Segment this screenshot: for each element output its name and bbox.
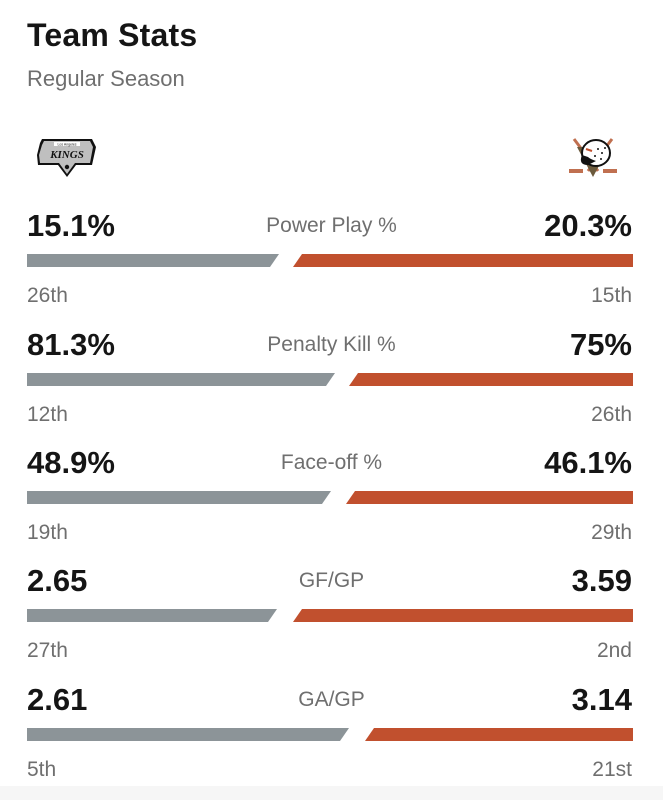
stat-label: Face-off % — [280, 451, 383, 474]
stat-label: Power Play % — [266, 214, 397, 237]
right-rank: 26th — [591, 403, 632, 426]
right-bar — [293, 609, 633, 622]
comparison-bar — [27, 609, 633, 622]
left-rank: 26th — [27, 284, 68, 307]
left-value: 15.1% — [27, 208, 115, 243]
right-value: 3.59 — [571, 563, 632, 598]
kings-shield-icon: Los Angeles KINGS — [37, 139, 96, 177]
right-bar — [349, 373, 633, 386]
left-rank: 5th — [27, 758, 57, 781]
comparison-bar — [27, 491, 633, 504]
left-bar — [27, 254, 279, 267]
left-value: 2.65 — [27, 563, 88, 598]
right-rank: 2nd — [596, 639, 632, 662]
right-value: 75% — [569, 327, 632, 362]
page-title: Team Stats — [27, 17, 198, 53]
duck-mask-icon — [569, 138, 617, 177]
svg-text:KINGS: KINGS — [49, 149, 84, 161]
right-bar — [293, 254, 633, 267]
left-rank: 27th — [27, 639, 68, 662]
stat-label: GA/GP — [298, 688, 365, 711]
right-value: 20.3% — [544, 208, 632, 243]
left-value: 48.9% — [27, 445, 115, 480]
comparison-bar — [27, 254, 633, 267]
stat-row-faceoff: 48.9% Face-off % 46.1% 19th 29th — [0, 445, 663, 563]
svg-text:Los Angeles: Los Angeles — [57, 143, 76, 147]
stat-row-penalty-kill: 81.3% Penalty Kill % 75% 12th 26th — [0, 327, 663, 445]
left-value: 81.3% — [27, 327, 115, 362]
left-bar — [27, 609, 277, 622]
bottom-divider — [0, 786, 663, 800]
right-value: 3.14 — [571, 682, 632, 717]
left-rank: 12th — [27, 403, 68, 426]
comparison-bar — [27, 728, 633, 741]
stat-label: Penalty Kill % — [267, 333, 396, 356]
stat-label: GF/GP — [298, 569, 365, 592]
right-value: 46.1% — [544, 445, 632, 480]
left-bar — [27, 373, 335, 386]
right-bar — [365, 728, 633, 741]
ducks-logo — [568, 135, 618, 179]
right-rank: 29th — [591, 521, 632, 544]
left-bar — [27, 728, 349, 741]
left-bar — [27, 491, 331, 504]
stat-row-ga-gp: 2.61 GA/GP 3.14 5th 21st — [0, 682, 663, 800]
stat-row-gf-gp: 2.65 GF/GP 3.59 27th 2nd — [0, 563, 663, 681]
season-subtitle: Regular Season — [27, 66, 185, 91]
right-bar — [346, 491, 633, 504]
left-rank: 19th — [27, 521, 68, 544]
comparison-bar — [27, 373, 633, 386]
kings-logo: Los Angeles KINGS — [36, 137, 98, 179]
right-rank: 21st — [592, 758, 632, 781]
stat-row-power-play: 15.1% Power Play % 20.3% 26th 15th — [0, 208, 663, 326]
left-value: 2.61 — [27, 682, 88, 717]
right-rank: 15th — [591, 284, 632, 307]
